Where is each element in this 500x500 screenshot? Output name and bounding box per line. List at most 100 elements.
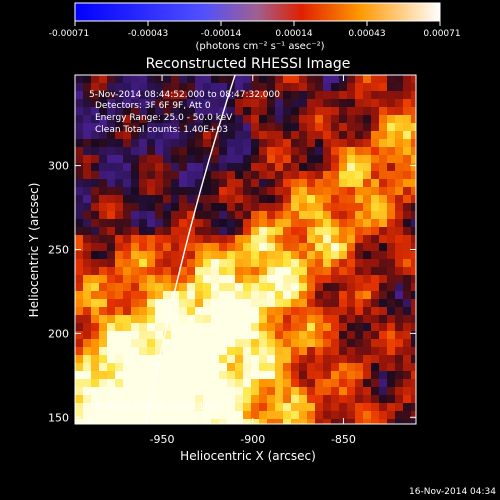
heatmap-cell bbox=[307, 147, 316, 156]
heatmap-cell bbox=[91, 411, 100, 420]
heatmap-cell bbox=[235, 227, 244, 236]
heatmap-cell bbox=[219, 83, 228, 92]
heatmap-cell bbox=[219, 251, 228, 260]
heatmap-cell bbox=[291, 347, 300, 356]
heatmap-cell bbox=[411, 363, 416, 372]
heatmap-cell bbox=[115, 235, 124, 244]
heatmap-cell bbox=[283, 107, 292, 116]
heatmap-cell bbox=[395, 99, 404, 108]
heatmap-cell bbox=[227, 411, 236, 420]
heatmap-cell bbox=[363, 355, 372, 364]
heatmap-cell bbox=[99, 147, 108, 156]
heatmap-cell bbox=[355, 251, 364, 260]
heatmap-cell bbox=[411, 227, 416, 236]
heatmap-cell bbox=[195, 219, 204, 228]
heatmap-cell bbox=[323, 259, 332, 268]
heatmap-cell bbox=[363, 379, 372, 388]
heatmap-cell bbox=[251, 163, 260, 172]
heatmap-cell bbox=[123, 259, 132, 268]
heatmap-cell bbox=[235, 99, 244, 108]
heatmap-cell bbox=[179, 235, 188, 244]
heatmap-cell bbox=[355, 419, 364, 424]
heatmap-cell bbox=[235, 75, 244, 84]
heatmap-cell bbox=[139, 195, 148, 204]
heatmap-cell bbox=[131, 243, 140, 252]
heatmap-cell bbox=[363, 299, 372, 308]
heatmap-cell bbox=[203, 411, 212, 420]
heatmap-cell bbox=[371, 371, 380, 380]
heatmap-cell bbox=[227, 211, 236, 220]
heatmap-cell bbox=[267, 163, 276, 172]
heatmap-cell bbox=[107, 387, 116, 396]
heatmap-cell bbox=[123, 355, 132, 364]
heatmap-cell bbox=[395, 379, 404, 388]
heatmap-cell bbox=[387, 91, 396, 100]
heatmap-cell bbox=[211, 91, 220, 100]
heatmap-cell bbox=[75, 283, 84, 292]
heatmap-cell bbox=[331, 379, 340, 388]
heatmap-cell bbox=[171, 363, 180, 372]
heatmap-cell bbox=[171, 147, 180, 156]
heatmap-cell bbox=[355, 363, 364, 372]
heatmap-cell bbox=[283, 235, 292, 244]
heatmap-cell bbox=[211, 307, 220, 316]
heatmap-cell bbox=[171, 275, 180, 284]
heatmap-cell bbox=[83, 171, 92, 180]
heatmap-cell bbox=[275, 403, 284, 412]
heatmap-cell bbox=[355, 379, 364, 388]
heatmap-cell bbox=[291, 99, 300, 108]
heatmap-cell bbox=[283, 291, 292, 300]
heatmap-cell bbox=[163, 211, 172, 220]
heatmap-cell bbox=[355, 355, 364, 364]
heatmap-cell bbox=[131, 227, 140, 236]
heatmap-cell bbox=[75, 371, 84, 380]
heatmap-cell bbox=[163, 155, 172, 164]
heatmap-cell bbox=[299, 171, 308, 180]
heatmap-cell bbox=[291, 163, 300, 172]
heatmap-cell bbox=[251, 419, 260, 424]
heatmap-cell bbox=[147, 243, 156, 252]
heatmap-cell bbox=[267, 259, 276, 268]
heatmap-cell bbox=[139, 355, 148, 364]
heatmap-cell bbox=[171, 155, 180, 164]
heatmap-cell bbox=[107, 99, 116, 108]
heatmap-cell bbox=[107, 275, 116, 284]
heatmap-cell bbox=[123, 235, 132, 244]
peak-position-label: Position of Peak: (-952,165) bbox=[95, 402, 219, 412]
heatmap-cell bbox=[339, 83, 348, 92]
heatmap-cell bbox=[251, 387, 260, 396]
heatmap-cell bbox=[403, 187, 412, 196]
heatmap-cell bbox=[331, 195, 340, 204]
heatmap-cell bbox=[259, 395, 268, 404]
heatmap-cell bbox=[123, 147, 132, 156]
heatmap-cell bbox=[219, 179, 228, 188]
heatmap-cell bbox=[155, 275, 164, 284]
heatmap-cell bbox=[403, 283, 412, 292]
heatmap-cell bbox=[99, 163, 108, 172]
heatmap-cell bbox=[211, 163, 220, 172]
heatmap-cell bbox=[131, 219, 140, 228]
heatmap-cell bbox=[395, 83, 404, 92]
heatmap-cell bbox=[267, 139, 276, 148]
heatmap-cell bbox=[179, 347, 188, 356]
heatmap-cell bbox=[323, 131, 332, 140]
heatmap-cell bbox=[355, 163, 364, 172]
heatmap-cell bbox=[275, 331, 284, 340]
heatmap-cell bbox=[339, 379, 348, 388]
heatmap-cell bbox=[227, 379, 236, 388]
heatmap-cell bbox=[363, 123, 372, 132]
heatmap-cell bbox=[83, 411, 92, 420]
heatmap-cell bbox=[123, 171, 132, 180]
heatmap-cell bbox=[123, 307, 132, 316]
heatmap-cell bbox=[299, 387, 308, 396]
heatmap-cell bbox=[307, 395, 316, 404]
heatmap-cell bbox=[291, 323, 300, 332]
heatmap-cell bbox=[267, 179, 276, 188]
heatmap-cell bbox=[283, 187, 292, 196]
heatmap-cell bbox=[395, 235, 404, 244]
heatmap-cell bbox=[195, 139, 204, 148]
heatmap-cell bbox=[331, 315, 340, 324]
heatmap-cell bbox=[83, 363, 92, 372]
x-tick-label: -850 bbox=[331, 433, 356, 446]
heatmap-cell bbox=[147, 155, 156, 164]
